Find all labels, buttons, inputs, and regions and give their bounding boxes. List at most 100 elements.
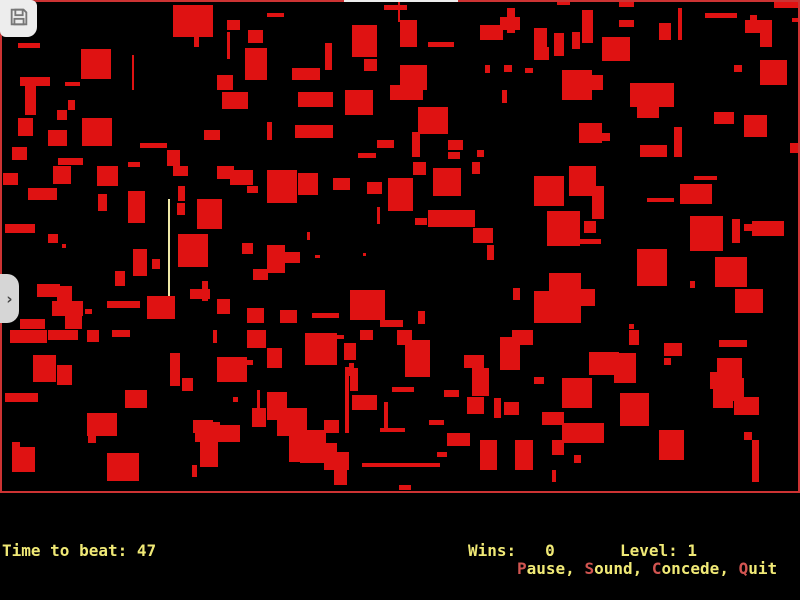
red-block: [485, 65, 490, 73]
red-block: [312, 313, 339, 318]
red-block: [247, 330, 266, 348]
red-block: [579, 123, 602, 143]
wins-count: Wins: 0: [468, 541, 555, 560]
red-block: [107, 453, 139, 481]
player-line: [168, 199, 170, 296]
red-block: [128, 191, 145, 223]
command-quit[interactable]: Quit: [739, 559, 778, 578]
red-block: [534, 176, 564, 206]
red-block: [217, 357, 247, 382]
command-menu: Pause, Sound, Concede, Quit: [517, 558, 777, 579]
red-block: [81, 49, 111, 79]
red-block: [267, 170, 297, 203]
red-block: [307, 232, 310, 240]
red-block: [473, 228, 493, 243]
red-block: [82, 118, 112, 146]
red-block: [48, 330, 78, 340]
red-block: [267, 245, 285, 273]
red-block: [65, 82, 80, 86]
red-block: [377, 207, 380, 224]
red-block: [20, 77, 50, 86]
command-separator: ,: [565, 559, 585, 578]
red-block: [584, 221, 596, 233]
red-block: [413, 162, 426, 175]
red-block: [760, 30, 772, 47]
red-block: [448, 152, 460, 159]
red-block: [619, 20, 634, 27]
command-sound[interactable]: Sound: [584, 559, 632, 578]
red-block: [87, 330, 99, 342]
red-block: [230, 170, 253, 185]
red-block: [178, 234, 208, 267]
red-block: [515, 440, 533, 470]
red-block: [344, 343, 356, 360]
red-block: [744, 432, 752, 440]
field-border-bottom: [0, 491, 800, 493]
red-block: [637, 102, 659, 118]
red-block: [242, 243, 253, 254]
red-block: [170, 353, 180, 386]
red-block: [710, 372, 717, 389]
red-block: [418, 311, 425, 324]
red-block: [33, 355, 56, 382]
red-block: [480, 25, 503, 40]
command-pause[interactable]: Pause: [517, 559, 565, 578]
red-block: [112, 330, 130, 337]
red-block: [552, 470, 556, 482]
red-block: [620, 393, 649, 426]
red-block: [5, 393, 38, 402]
red-block: [107, 301, 140, 308]
red-block: [732, 378, 744, 401]
red-block: [562, 423, 604, 443]
red-block: [562, 306, 577, 323]
red-block: [392, 387, 414, 392]
game-field[interactable]: [0, 0, 800, 493]
red-block: [217, 425, 240, 442]
status-left-column: Time to beat: 47 Elapsed Time: 31 Player…: [2, 498, 156, 600]
red-block: [233, 397, 238, 402]
red-block: [534, 47, 549, 60]
red-block: [362, 463, 440, 467]
command-concede[interactable]: Concede: [652, 559, 719, 578]
red-block: [12, 442, 20, 449]
command-label-rest: ound: [594, 559, 633, 578]
red-block: [298, 173, 318, 195]
red-block: [350, 368, 358, 391]
red-block: [267, 348, 282, 368]
sidebar-toggle-button[interactable]: ›: [0, 274, 19, 323]
red-block: [444, 390, 459, 397]
red-block: [140, 143, 167, 148]
red-block: [744, 224, 752, 231]
red-block: [248, 30, 263, 43]
red-block: [504, 402, 519, 415]
red-block: [600, 133, 610, 141]
red-block: [580, 289, 595, 306]
red-block: [592, 186, 604, 219]
red-block: [363, 253, 366, 256]
save-button[interactable]: [0, 0, 37, 37]
red-block: [5, 224, 35, 233]
red-block: [629, 330, 639, 345]
red-block: [227, 32, 230, 59]
red-block: [377, 140, 394, 148]
red-block: [245, 48, 267, 80]
field-border-right: [798, 0, 800, 493]
red-block: [464, 355, 484, 368]
red-block: [173, 166, 188, 176]
red-block: [752, 440, 759, 482]
red-block: [200, 440, 218, 467]
red-block: [647, 198, 674, 202]
red-block: [115, 271, 125, 286]
field-border-top-right: [458, 0, 800, 2]
red-block: [705, 13, 737, 18]
red-block: [640, 145, 667, 157]
red-block: [590, 75, 603, 90]
red-block: [494, 398, 501, 418]
red-block: [53, 166, 71, 184]
red-block: [352, 395, 377, 410]
red-block: [48, 130, 67, 146]
field-border-top-left: [0, 0, 344, 2]
red-block: [415, 218, 427, 225]
red-block: [447, 433, 470, 446]
red-block: [222, 92, 248, 109]
